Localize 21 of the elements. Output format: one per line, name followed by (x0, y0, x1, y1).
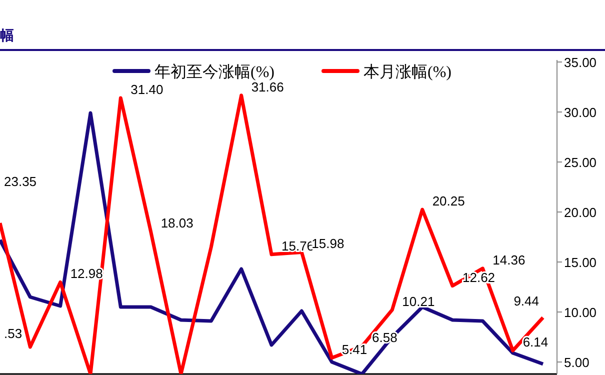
data-label: 31.66 (251, 79, 284, 94)
y-tick-label: 25.00 (564, 155, 597, 170)
y-tick-label: 5.00 (564, 355, 590, 370)
data-label: 14.36 (492, 252, 526, 268)
data-label: 9.44 (514, 294, 539, 309)
y-tick-label: 10.00 (564, 305, 597, 320)
annotation: .53 (4, 326, 22, 341)
y-tick-label: 15.00 (564, 255, 597, 270)
legend-label: 年初至今涨幅(%) (154, 63, 274, 81)
y-tick-label: 20.00 (564, 205, 597, 220)
data-label: 31.40 (130, 82, 164, 97)
y-tick-label: 30.00 (564, 105, 597, 120)
data-label: 18.03 (160, 216, 194, 231)
legend-label: 本月涨幅(%) (364, 63, 452, 81)
annotation: 23.35 (4, 174, 37, 189)
data-label: 10.21 (402, 294, 435, 309)
data-label: 15.98 (312, 236, 344, 252)
y-tick-label: 35.00 (564, 55, 597, 70)
data-label: 20.25 (432, 194, 465, 208)
data-label: 6.14 (522, 334, 548, 350)
chart-title: 幅 (0, 27, 14, 43)
